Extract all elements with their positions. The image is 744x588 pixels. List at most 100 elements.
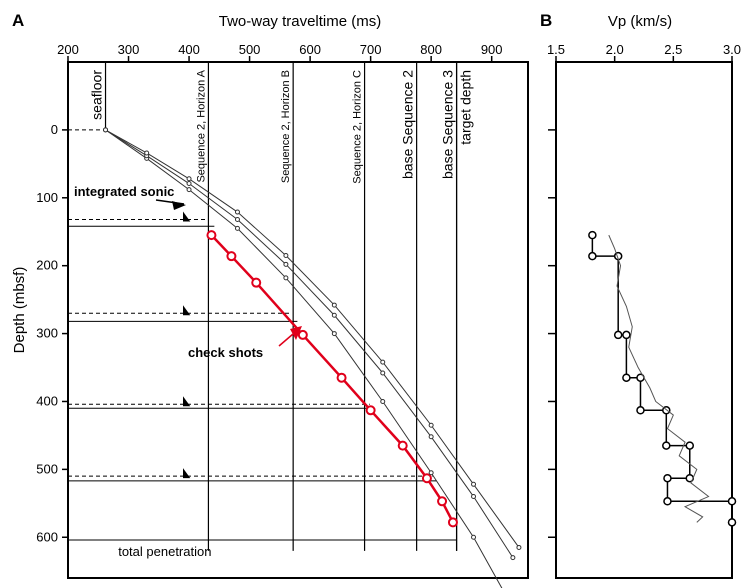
series-2 [105,129,514,558]
series-2-point-3 [234,217,240,223]
series-3-point-6 [380,359,386,365]
panel-a-label: A [12,11,24,30]
y-tick-label-1: 100 [36,190,58,205]
y-ticks: 0 100 200 300 400 500 600 [36,122,68,544]
x-tick-label-3: 500 [239,42,261,57]
series-0 [210,234,455,523]
y-axis-title: Depth (mbsf) [11,267,28,354]
series-3 [105,129,520,548]
series-lines [103,127,522,588]
b-series-0-point-9 [662,441,671,450]
y-tick-label-3: 300 [36,326,58,341]
x-tick-label-7: 900 [481,42,503,57]
series-3-point-3 [234,209,240,215]
vmarker-label-6: target depth [458,70,474,145]
vmarker-label-2: Sequence 2, Horizon B [280,70,292,183]
series-3-point-1 [144,150,150,156]
x-tick-label-4: 600 [299,42,321,57]
b-series-0-point-12 [663,473,672,483]
vmarker-label-5: base Sequence 3 [440,70,456,179]
series-1-point-4 [283,275,289,281]
series-3-point-0 [103,127,109,133]
b-series-0-point-1 [588,251,597,261]
series-3-point-5 [331,302,337,308]
series-1-point-7 [428,470,434,476]
y-tick-label-5: 500 [36,461,58,476]
y-tick-label-2: 200 [36,258,58,273]
vmarker-label-0: seafloor [89,70,105,120]
depth-arrow-7 [183,468,191,479]
b-x-tick-label-1: 2.0 [606,42,624,57]
depth-arrow-3 [183,305,191,316]
x-tick-label-5: 700 [360,42,382,57]
horizontal-markers: total penetration [68,129,457,559]
series-0-point-6 [397,440,408,451]
series-2-point-7 [428,434,434,440]
series-0-point-1 [226,251,237,262]
b-x-tick-label-3: 3.0 [723,42,741,57]
series-1-point-3 [234,225,240,231]
series-1-point-6 [380,398,386,404]
panel-b-x-ticks: 1.5 2.0 2.5 3.0 [547,42,741,539]
series-0-point-2 [251,277,262,288]
panel-b-x-title: Vp (km/s) [608,13,672,30]
series-2-point-2 [186,181,192,187]
vmarker-label-3: Sequence 2, Horizon C [352,70,364,184]
panel-b: B Vp (km/s) 1.5 2.0 2.5 3.0 [540,11,741,579]
y-tick-label-0: 0 [51,122,58,137]
x-tick-label-0: 200 [57,42,79,57]
b-series-0-point-0 [588,230,597,240]
x-tick-label-2: 400 [178,42,200,57]
panel-b-label: B [540,11,552,30]
series-2-point-5 [331,312,337,318]
series-3-point-9 [516,544,522,550]
depth-arrow-5 [183,396,191,407]
series-2-point-9 [510,555,516,561]
series-2-point-4 [283,261,289,267]
annotations: integrated sonic check shots [74,184,302,360]
series-1-point-5 [331,331,337,337]
series-0-point-9 [447,517,458,528]
b-series-0 [591,235,733,523]
series-1-point-2 [186,187,192,193]
b-series-0-point-3 [613,330,623,340]
vmarker-label-1: Sequence 2, Horizon A [195,69,207,182]
series-2-point-8 [471,494,477,500]
b-x-tick-label-2: 2.5 [664,42,682,57]
panel-b-series [588,230,737,527]
b-series-0-point-15 [727,518,737,527]
series-3-point-4 [283,253,289,258]
b-series-0-point-14 [727,497,737,506]
vertical-markers: seafloor Sequence 2, Horizon A Sequence 2,… [89,62,474,551]
b-series-0-point-4 [622,330,631,340]
x-tick-label-1: 300 [118,42,140,57]
x-axis-title: Two-way traveltime (ms) [219,13,382,30]
series-1 [105,129,503,588]
b-x-tick-label-0: 1.5 [547,42,565,57]
b-series-0-point-13 [663,497,672,506]
series-3-point-8 [471,481,477,487]
x-tick-label-6: 800 [420,42,442,57]
series-0-point-8 [437,496,448,507]
series-3-point-2 [186,176,192,182]
annotation-integrated: integrated sonic [74,184,174,199]
panel-a: A Two-way traveltime (ms) Depth (mbsf) 2… [11,11,529,588]
b-series-1 [608,234,710,523]
b-series-0-point-10 [685,441,695,450]
series-0-point-3 [297,329,308,340]
series-0-point-0 [206,230,217,241]
series-1-point-8 [471,534,477,540]
y-tick-label-4: 400 [36,393,58,408]
b-series-0-point-5 [622,373,631,382]
vmarker-label-4: base Sequence 2 [400,70,416,179]
plot-frame-a [67,61,529,579]
x-ticks: 200 300 400 500 600 700 800 900 [57,42,503,62]
series-0-point-7 [421,473,432,484]
plot-frame-b [555,61,733,579]
y-tick-label-6: 600 [36,529,58,544]
series-2-point-6 [380,370,386,376]
series-3-point-7 [428,422,434,428]
b-series-0-point-7 [636,406,645,415]
annotation-check-shots: check shots [188,345,263,360]
